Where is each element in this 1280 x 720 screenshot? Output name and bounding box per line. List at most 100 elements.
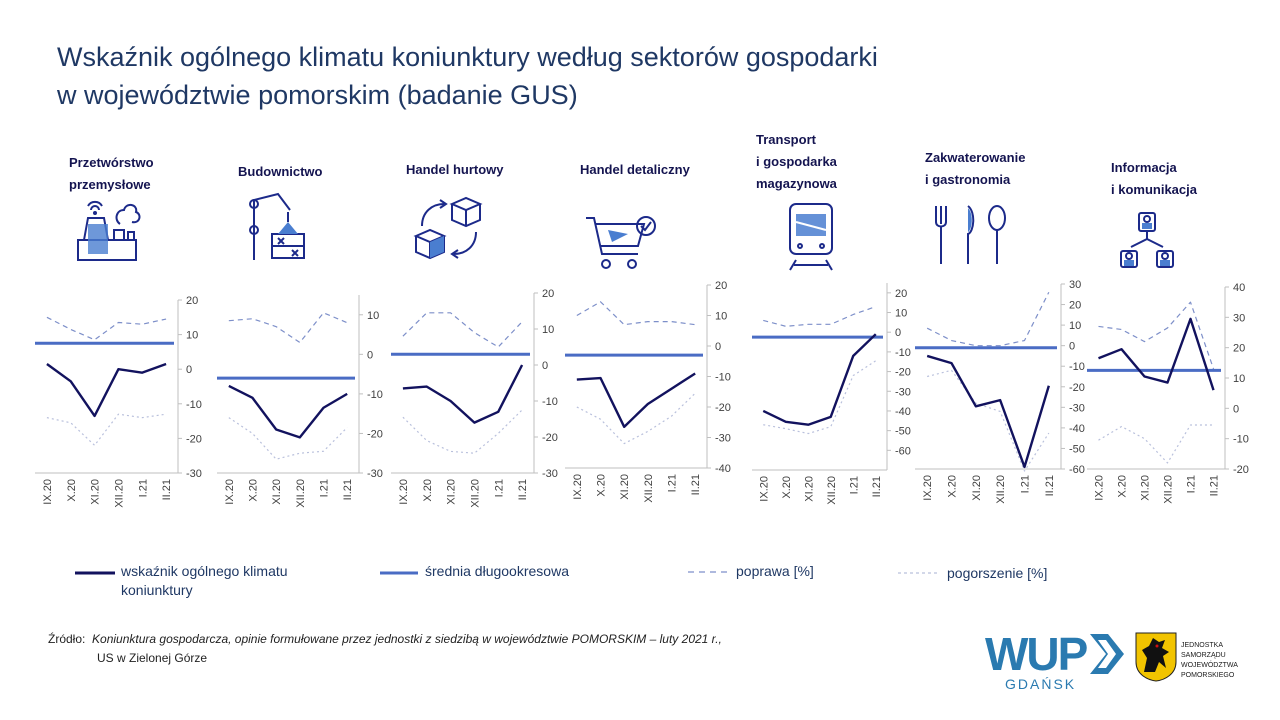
x-tick-label: IX.20 [42,479,54,505]
deterioration-line [576,392,696,445]
sector-name-line: Transport [756,132,816,147]
y-tick-label: 0 [715,341,721,353]
improvement-line [46,316,167,341]
y-tick-label: -60 [895,445,911,457]
x-tick-label: II.21 [690,474,702,495]
deterioration-line [228,417,348,460]
x-tick-label: XII.20 [469,479,481,508]
x-tick-label: XII.20 [295,479,307,508]
chart-2: 10 0 -10 -20 -30 IX.20 X.20 XI.20 XII.20 I.21 II.2… [217,295,383,508]
y-tick-label: -20 [895,367,911,379]
x-tick-label: X.20 [781,476,793,499]
deterioration-line [402,409,523,454]
wup-logo-subtext: GDAŃSK [1005,676,1077,692]
improvement-line [926,291,1050,347]
indicator-line [1098,317,1215,391]
x-tick-label: X.20 [248,479,260,502]
chart-6: 30 20 10 0 -10 -20 -30 -40 -50 -60 IX.20 X.20 XI.20 X… [915,279,1085,504]
sector-name-przetworstwo: Przetwórstwo przemysłowe [69,152,154,196]
x-tick-label: XI.20 [803,476,815,502]
y-tick-label: 20 [186,295,198,307]
chart-3: 20 10 0 -10 -20 -30 IX.20 X.20 XI.20 XII.20 I.21 II… [391,288,558,508]
source-note: Źródło: Koniunktura gospodarcza, opinie … [48,630,722,668]
y-tick-label: 30 [1069,279,1081,291]
y-tick-label: 20 [895,288,907,300]
improvement-line [763,306,876,327]
y-tick-label: -50 [895,426,911,438]
x-tick-label: IX.20 [758,476,770,502]
x-tick-label: II.21 [342,479,354,500]
legend-indicator: wskaźnik ogólnego klimatu koniunktury [121,562,288,600]
chart-4: 20 10 0 -10 -20 -30 -40 IX.20 X.20 XI.20 XII.20 I.2… [565,280,731,503]
x-tick-label: II.21 [161,479,173,500]
sector-name-informacja: Informacja i komunikacja [1111,157,1197,201]
indicator-line [402,364,524,424]
y-tick-label: -30 [542,468,558,480]
sector-name-line: Handel hurtowy [406,162,504,177]
y-tick-label: 40 [1233,282,1245,294]
x-tick-label: II.21 [871,476,883,497]
improvement-line [402,312,523,348]
x-tick-label: X.20 [66,479,78,502]
y-tick-label: -30 [1069,402,1085,414]
source-text: Koniunktura gospodarcza, opinie formułow… [92,632,722,646]
y-tick-label: 10 [715,311,727,323]
gov-logo-line: POMORSKIEGO [1181,672,1235,679]
x-tick-label: XI.20 [971,475,983,501]
y-tick-label: -30 [367,468,383,480]
y-tick-label: -20 [1233,464,1249,476]
x-tick-label: IX.20 [1094,475,1106,501]
sector-name-line: Informacja [1111,160,1177,175]
sector-name-budownictwo: Budownictwo [238,161,323,183]
y-tick-label: -10 [1233,434,1249,446]
factory-icon [77,200,141,261]
x-tick-label: I.21 [319,479,331,497]
y-tick-label: -10 [895,347,911,359]
y-tick-label: 30 [1233,312,1245,324]
y-tick-label: 10 [1233,373,1245,385]
x-tick-label: II.21 [1209,475,1221,496]
y-tick-label: -40 [895,406,911,418]
deterioration-line [927,369,1050,472]
y-tick-label: -10 [1069,361,1085,373]
y-tick-label: 20 [715,280,727,292]
crane-icon [249,192,305,260]
legend-deterioration: pogorszenie [%] [947,565,1048,581]
page-title: Wskaźnik ogólnego klimatu koniunktury we… [57,38,878,114]
y-tick-label: 10 [1069,320,1081,332]
shopping-cart-icon [586,216,656,269]
legend-indicator-line-1: wskaźnik ogólnego klimatu [121,563,288,579]
indicator-line [46,362,167,418]
indicator-line [926,354,1050,469]
y-tick-label: -40 [1069,423,1085,435]
x-tick-label: X.20 [1117,475,1129,498]
y-tick-label: -20 [367,428,383,440]
x-tick-label: IX.20 [224,479,236,505]
sector-name-transport: Transport i gospodarka magazynowa [756,129,837,195]
y-tick-label: -20 [186,433,202,445]
y-tick-label: -30 [895,386,911,398]
chart-1: 20 10 0 -10 -20 -30 IX.20 X.20 XI.20 XII.20 I.21 II… [35,295,202,508]
wup-logo: WUP GDAŃSK [985,631,1126,692]
y-tick-label: -10 [367,389,383,401]
y-tick-label: 10 [367,310,379,322]
y-tick-label: 0 [895,327,901,339]
sector-name-line: Przetwórstwo [69,155,154,170]
y-tick-label: -20 [1069,382,1085,394]
source-label: Źródło: [48,632,86,646]
indicator-line [762,333,877,426]
x-tick-label: II.21 [517,479,529,500]
sector-name-handel-hurtowy: Handel hurtowy [406,159,504,181]
y-tick-label: -60 [1069,464,1085,476]
y-tick-label: 0 [367,349,373,361]
x-tick-label: I.21 [493,479,505,497]
indicator-line [576,372,696,429]
y-tick-label: -30 [186,468,202,480]
y-tick-label: 0 [186,364,192,376]
x-tick-label: IX.20 [572,474,584,500]
y-tick-label: -30 [715,433,731,445]
title-line-2: w województwie pomorskim (badanie GUS) [57,80,578,110]
x-tick-label: XI.20 [1140,475,1152,501]
x-tick-label: X.20 [596,474,608,497]
